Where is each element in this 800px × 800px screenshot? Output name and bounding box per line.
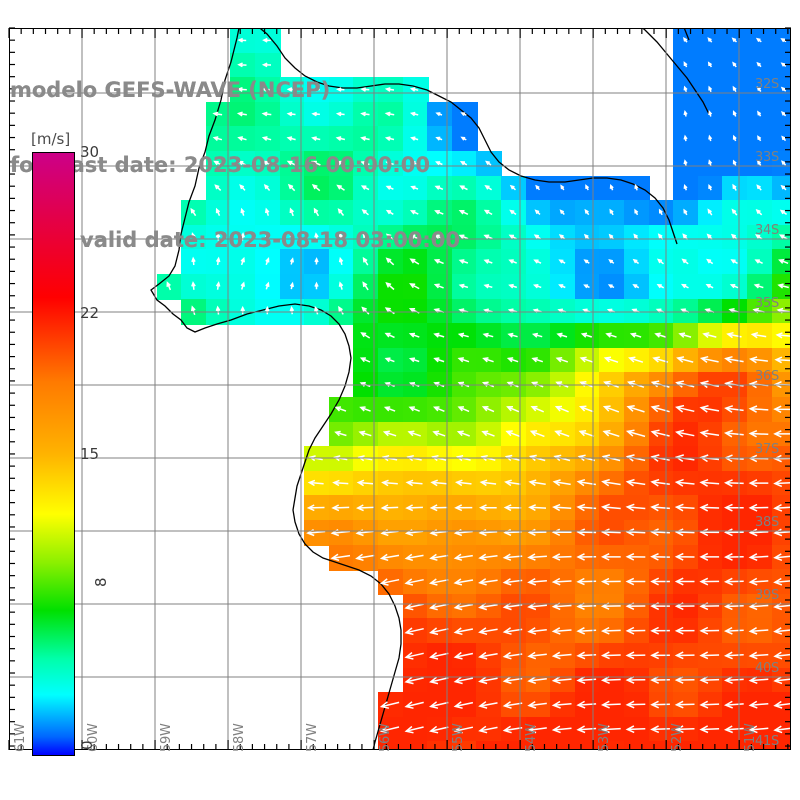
colorbar-tick-30: 30 [80, 143, 100, 161]
colorbar[interactable] [32, 152, 75, 756]
colorbar-tick-0: 0 [78, 740, 96, 750]
colorbar-tick-15: 15 [80, 445, 100, 463]
colorbar-tick-8: 8 [92, 577, 110, 587]
lat-label-36S: 36S [755, 369, 779, 384]
lon-label-56W: 56W [378, 723, 393, 753]
lat-label-33S: 33S [755, 150, 779, 165]
lon-label-57W: 57W [305, 723, 320, 753]
lat-label-39S: 39S [755, 588, 779, 603]
lat-label-35S: 35S [755, 296, 779, 311]
lon-label-58W: 58W [232, 723, 247, 753]
colorbar-gradient [33, 153, 74, 755]
lon-label-54W: 54W [524, 723, 539, 753]
lat-label-32S: 32S [755, 77, 779, 92]
title-model-line: modelo GEFS-WAVE (NCEP) [10, 78, 331, 102]
lon-label-55W: 55W [451, 723, 466, 753]
lat-label-40S: 40S [755, 661, 779, 676]
lon-label-53W: 53W [597, 723, 612, 753]
colorbar-tick-22: 22 [80, 304, 100, 323]
lon-label-59W: 59W [159, 723, 174, 753]
lon-label-61W: 61W [13, 723, 28, 753]
title-valid-date: valid date: 2023-08-18 03:00:00 [80, 228, 460, 252]
lat-label-41S: 41S [755, 734, 779, 749]
lat-label-37S: 37S [755, 442, 779, 457]
lon-label-52W: 52W [670, 723, 685, 753]
lat-label-34S: 34S [755, 223, 779, 238]
map-title-block: modelo GEFS-WAVE (NCEP) forecast date: 2… [10, 28, 530, 303]
lat-label-38S: 38S [755, 515, 779, 530]
colorbar-unit-label: [m/s] [31, 130, 71, 148]
title-forecast-date: forecast date: 2023-08-16 00:00:00 [10, 153, 430, 177]
